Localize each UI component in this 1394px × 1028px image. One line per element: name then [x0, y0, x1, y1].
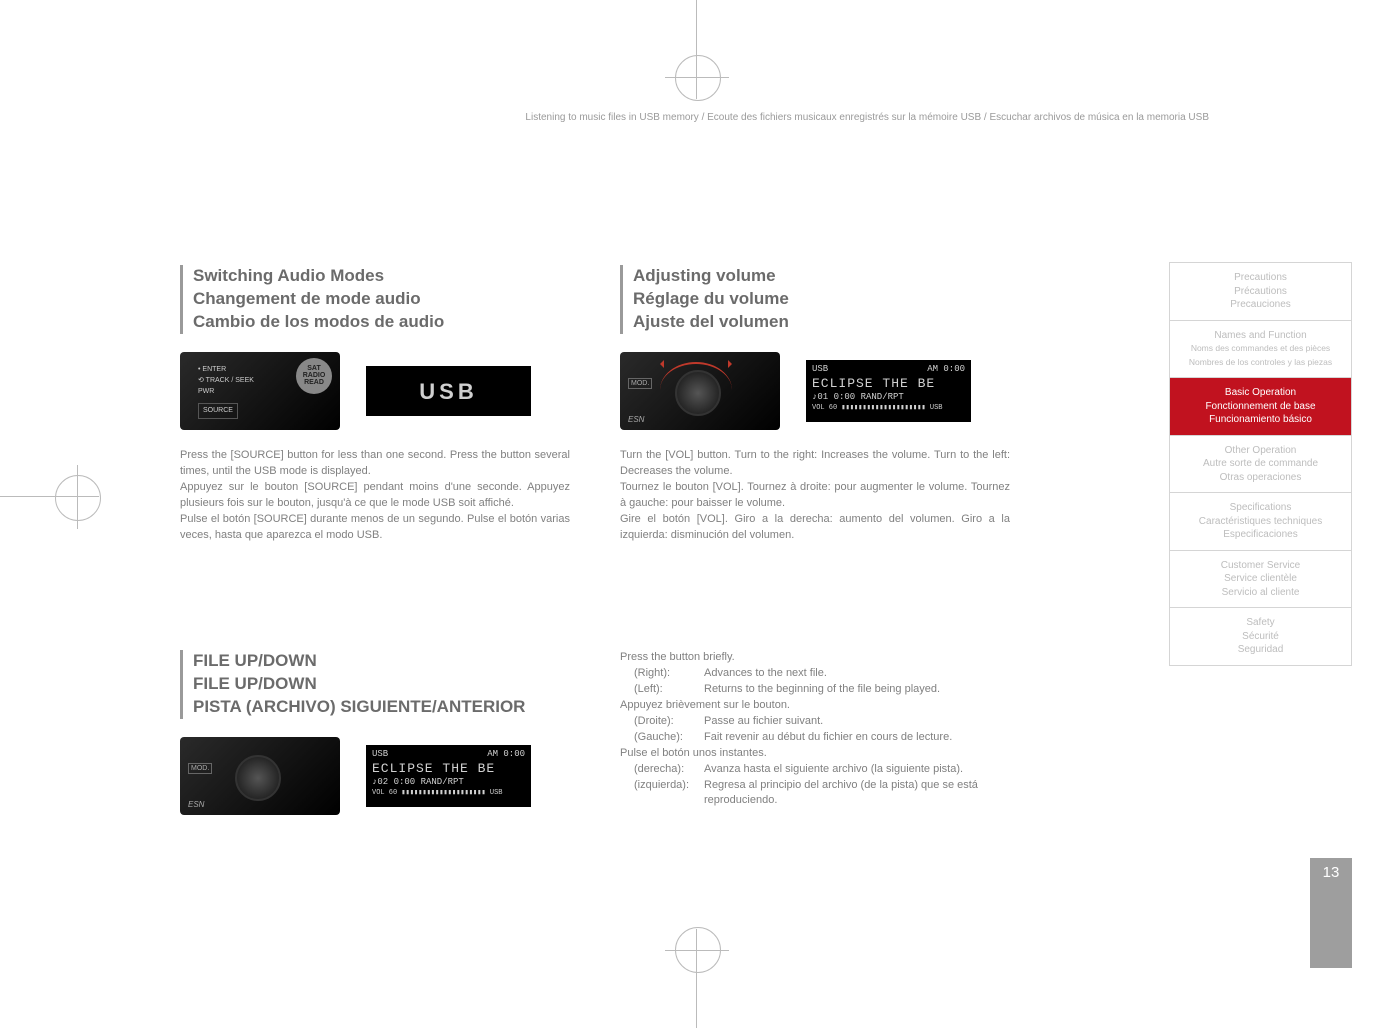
button-labels: • ENTER ⟲ TRACK / SEEK PWR SOURCE	[198, 364, 254, 419]
mod-label: MOD.	[628, 378, 652, 389]
body-es: Pulse el botón [SOURCE] durante menos de…	[180, 512, 570, 544]
image-row: MOD. ESN USB AM 0:00 ECLIPSE THE BE ♪02 …	[180, 737, 570, 815]
body-en: Turn the [VOL] button. Turn to the right…	[620, 448, 1010, 480]
esn-label: ESN	[628, 415, 644, 424]
body-es: Gire el botón [VOL]. Giro a la derecha: …	[620, 512, 1010, 544]
esn-label: ESN	[188, 800, 204, 809]
nav-customer-service: Customer Service Service clientèle Servi…	[1170, 551, 1351, 609]
lcd-display: USB AM 0:00 ECLIPSE THE BE ♪02 0:00 RAND…	[366, 745, 531, 807]
image-row: SAT RADIO READ • ENTER ⟲ TRACK / SEEK PW…	[180, 352, 570, 430]
body-es: Pulse el botón unos instantes.	[620, 746, 1010, 762]
image-row: MOD. ESN USB AM 0:00 ECLIPSE THE BE ♪01 …	[620, 352, 1010, 430]
row-right: (Right):Advances to the next file.	[620, 666, 1010, 682]
section-file-updown: FILE UP/DOWN FILE UP/DOWN PISTA (ARCHIVO…	[180, 650, 570, 833]
section-file-updown-text: Press the button briefly. (Right):Advanc…	[620, 650, 1010, 809]
row-left: (Left):Returns to the beginning of the f…	[620, 682, 1010, 698]
section-title: FILE UP/DOWN FILE UP/DOWN PISTA (ARCHIVO…	[180, 650, 570, 719]
title-es: Cambio de los modos de audio	[193, 311, 570, 334]
nav-specifications: Specifications Caractéristiques techniqu…	[1170, 493, 1351, 551]
row-gauche: (Gauche):Fait revenir au début du fichie…	[620, 730, 1010, 746]
product-image-knob: MOD. ESN	[180, 737, 340, 815]
body-fr: Appuyez brièvement sur le bouton.	[620, 698, 1010, 714]
lcd-display: USB AM 0:00 ECLIPSE THE BE ♪01 0:00 RAND…	[806, 360, 971, 422]
crop-mark-top	[675, 0, 719, 90]
title-es: Ajuste del volumen	[633, 311, 1010, 334]
usb-label: USB	[372, 370, 525, 407]
body-en: Press the [SOURCE] button for less than …	[180, 448, 570, 480]
title-en: Adjusting volume	[633, 265, 1010, 288]
row-droite: (Droite):Passe au fichier suivant.	[620, 714, 1010, 730]
title-fr: Réglage du volume	[633, 288, 1010, 311]
nav-other-operation: Other Operation Autre sorte de commande …	[1170, 436, 1351, 494]
crop-mark-bottom	[675, 938, 719, 1028]
body-fr: Tournez le bouton [VOL]. Tournez à droit…	[620, 480, 1010, 512]
body-fr: Appuyez sur le bouton [SOURCE] pendant m…	[180, 480, 570, 512]
row-derecha: (derecha):Avanza hasta el siguiente arch…	[620, 762, 1010, 778]
title-es: PISTA (ARCHIVO) SIGUIENTE/ANTERIOR	[193, 696, 570, 719]
nav-basic-operation: Basic Operation Fonctionnement de base F…	[1170, 378, 1351, 436]
product-image-knob: MOD. ESN	[620, 352, 780, 430]
section-title: Adjusting volume Réglage du volume Ajust…	[620, 265, 1010, 334]
section-title: Switching Audio Modes Changement de mode…	[180, 265, 570, 334]
section-adjusting-volume: Adjusting volume Réglage du volume Ajust…	[620, 265, 1010, 543]
product-image-source: SAT RADIO READ • ENTER ⟲ TRACK / SEEK PW…	[180, 352, 340, 430]
usb-display: USB	[366, 366, 531, 416]
section-switching-audio: Switching Audio Modes Changement de mode…	[180, 265, 570, 543]
nav-names-function: Names and Function Noms des commandes et…	[1170, 321, 1351, 379]
page-number: 13	[1310, 864, 1352, 881]
rotation-arrow-icon	[660, 362, 732, 390]
nav-safety: Safety Sécurité Seguridad	[1170, 608, 1351, 665]
crop-mark-left	[0, 475, 90, 519]
title-fr: Changement de mode audio	[193, 288, 570, 311]
page-number-tab: 13	[1310, 858, 1352, 968]
page-header: Listening to music files in USB memory /…	[525, 112, 1209, 123]
title-fr: FILE UP/DOWN	[193, 673, 570, 696]
mod-label: MOD.	[188, 763, 212, 774]
title-en: Switching Audio Modes	[193, 265, 570, 288]
nav-sidebar: Precautions Précautions Precauciones Nam…	[1169, 262, 1352, 666]
title-en: FILE UP/DOWN	[193, 650, 570, 673]
nav-precautions: Precautions Précautions Precauciones	[1170, 263, 1351, 321]
row-izquierda: (izquierda):Regresa al principio del arc…	[620, 778, 1010, 810]
body-en: Press the button briefly.	[620, 650, 1010, 666]
sat-radio-badge: SAT RADIO READ	[296, 358, 332, 394]
